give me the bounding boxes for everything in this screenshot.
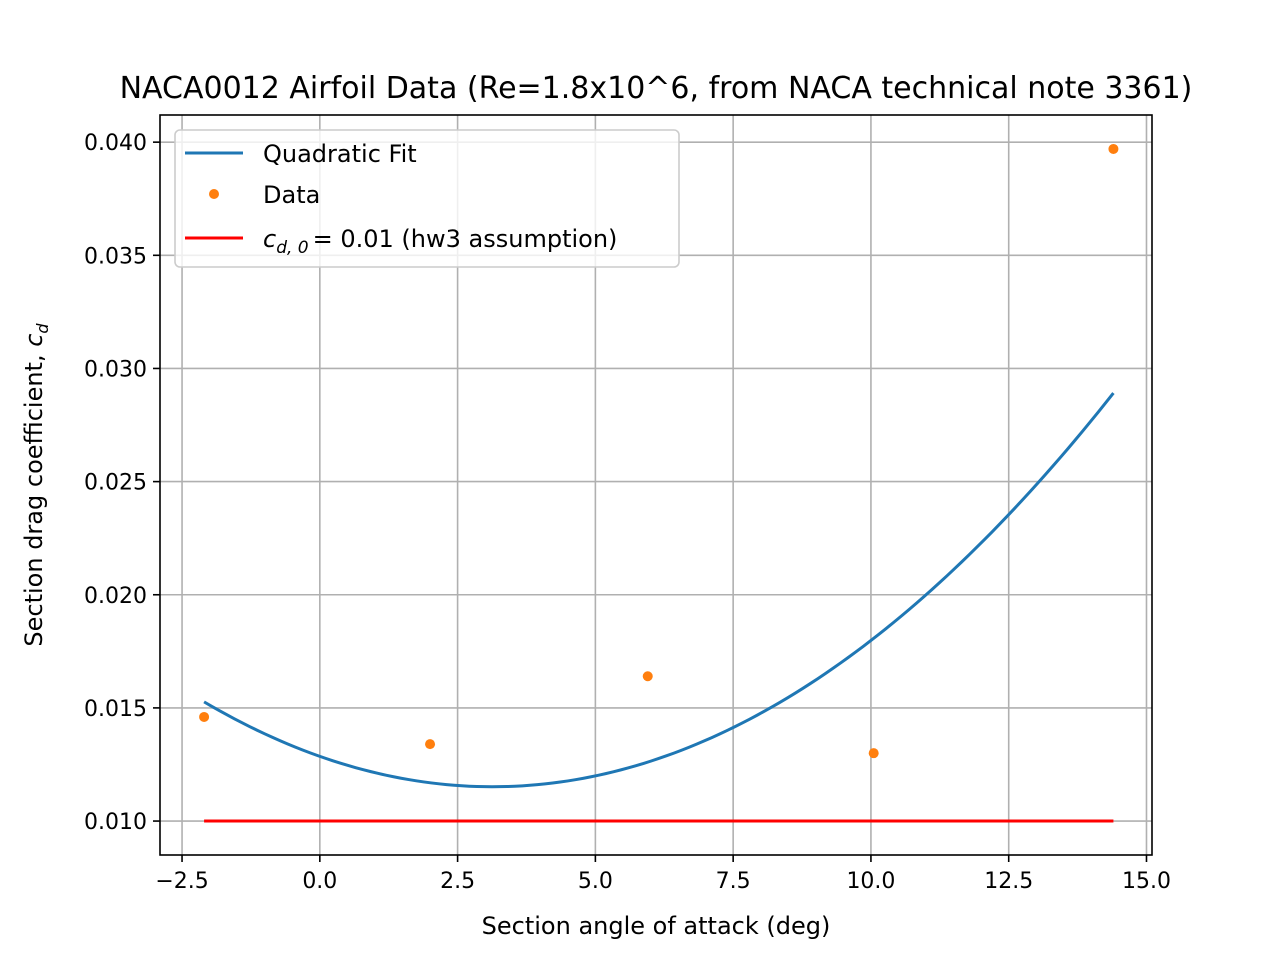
x-axis-label: Section angle of attack (deg) <box>482 912 831 940</box>
x-tick-label: 12.5 <box>984 869 1033 894</box>
series-line-quadratic-fit <box>203 392 1115 789</box>
data-point <box>199 711 210 722</box>
x-tick-label: −2.5 <box>155 869 208 894</box>
y-axis-label: Section drag coefficient, cd <box>20 323 52 647</box>
legend-label-cd0-symbol: c <box>263 225 276 253</box>
y-axis-label-text: Section drag coefficient, <box>20 347 48 647</box>
y-axis-label-subscript: d <box>33 323 52 334</box>
y-axis-label-symbol: c <box>20 334 48 347</box>
legend: Quadratic Fit Data cd, 0 = 0.01 (hw3 assu… <box>174 129 680 268</box>
legend-box <box>174 129 680 268</box>
x-tick-label: 10.0 <box>846 869 895 894</box>
y-tick-label: 0.020 <box>84 584 147 609</box>
legend-label-cd0: cd, 0 = 0.01 (hw3 assumption) <box>263 225 617 258</box>
x-tick-label: 15.0 <box>1122 869 1171 894</box>
x-tick-label: 2.5 <box>440 869 475 894</box>
data-point <box>1108 143 1119 154</box>
legend-label-quadratic-fit: Quadratic Fit <box>263 140 417 168</box>
x-tick-label: 5.0 <box>578 869 613 894</box>
legend-label-cd0-text: = 0.01 (hw3 assumption) <box>313 225 618 253</box>
x-tick-label: 0.0 <box>302 869 337 894</box>
x-tick-label: 7.5 <box>716 869 751 894</box>
chart-title: NACA0012 Airfoil Data (Re=1.8x10^6, from… <box>120 71 1193 106</box>
data-point <box>425 739 436 750</box>
y-tick-label: 0.015 <box>84 697 147 722</box>
series-layer <box>199 143 1119 823</box>
plot-frame <box>159 114 1153 856</box>
y-tick-label: 0.025 <box>84 471 147 496</box>
legend-label-cd0-subscript: d, 0 <box>276 238 308 258</box>
legend-swatch-data <box>209 189 219 199</box>
data-point <box>642 671 653 682</box>
legend-label-data: Data <box>263 181 320 209</box>
tick-layer: −2.5 0.0 2.5 5.0 7.5 10.0 12.5 15.0 0.010 0.015 0.… <box>84 131 1171 894</box>
y-tick-label: 0.010 <box>84 810 147 835</box>
y-tick-label: 0.030 <box>84 357 147 382</box>
y-tick-label: 0.040 <box>84 131 147 156</box>
y-tick-label: 0.035 <box>84 244 147 269</box>
data-point <box>868 748 879 759</box>
